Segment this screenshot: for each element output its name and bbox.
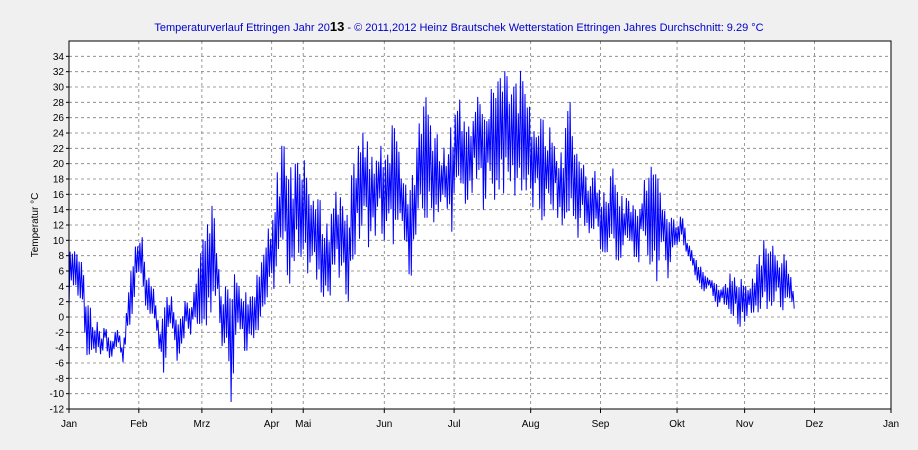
y-tick-label: 30 [53, 83, 65, 94]
x-tick-label: Jul [448, 419, 461, 430]
x-tick-label: Dez [806, 419, 824, 430]
y-axis: -12-10-8-6-4-202468101214161820222426283… [50, 52, 69, 416]
y-axis-label: Temperatur °C [30, 193, 41, 258]
x-tick-label: Mai [295, 419, 311, 430]
y-tick-label: 16 [53, 190, 65, 201]
chart-title-year: 13 [330, 19, 344, 34]
x-tick-label: Sep [592, 419, 610, 430]
y-tick-label: 28 [53, 98, 65, 109]
y-tick-label: -12 [50, 405, 65, 416]
x-tick-label: Jun [376, 419, 392, 430]
y-tick-label: 20 [53, 159, 65, 170]
y-tick-label: -10 [50, 389, 65, 400]
y-tick-label: 34 [53, 52, 65, 63]
y-tick-label: -8 [55, 374, 64, 385]
x-tick-label: Jan [61, 419, 77, 430]
y-tick-label: -4 [55, 343, 64, 354]
chart-title-prefix: Temperaturverlauf Ettringen Jahr 20 [154, 22, 329, 34]
x-axis: Jan Feb Mrz Apr Mai Jun Jul Aug Sep Okt Nov Dez Jan [61, 409, 899, 430]
y-tick-label: 10 [53, 236, 65, 247]
y-tick-label: 0 [58, 313, 64, 324]
y-tick-label: 4 [58, 282, 64, 293]
y-tick-label: 26 [53, 113, 65, 124]
temperature-series [68, 70, 795, 403]
y-tick-label: -2 [55, 328, 64, 339]
y-tick-label: 6 [58, 267, 64, 278]
chart-title-rest: - © 2011,2012 Heinz Brautschek Wettersta… [344, 22, 763, 34]
x-tick-label: Okt [669, 419, 685, 430]
y-tick-label: 14 [53, 205, 65, 216]
x-tick-label: Aug [522, 419, 540, 430]
y-tick-label: 22 [53, 144, 65, 155]
x-tick-label: Jan [883, 419, 899, 430]
y-tick-label: 8 [58, 251, 64, 262]
x-tick-label: Feb [130, 419, 148, 430]
y-tick-label: 2 [58, 297, 64, 308]
y-tick-label: 12 [53, 221, 65, 232]
x-tick-label: Apr [264, 419, 280, 430]
y-tick-label: 18 [53, 175, 65, 186]
y-tick-label: 24 [53, 129, 65, 140]
y-tick-label: -6 [55, 359, 64, 370]
y-tick-label: 32 [53, 67, 65, 78]
x-tick-label: Nov [736, 419, 754, 430]
chart-title: Temperaturverlauf Ettringen Jahr 2013 - … [154, 19, 763, 34]
x-tick-label: Mrz [194, 419, 211, 430]
